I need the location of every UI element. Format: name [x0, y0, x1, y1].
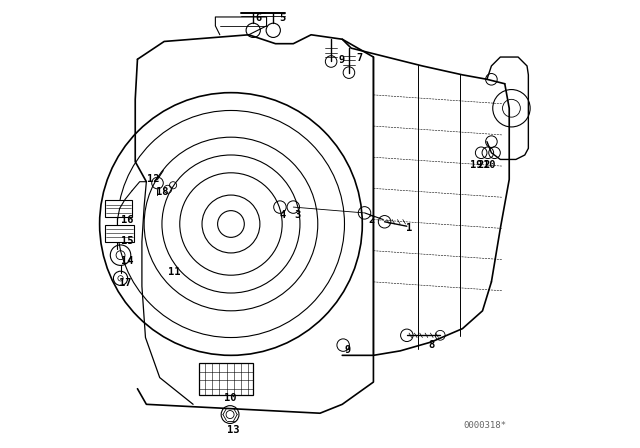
Text: 15: 15: [122, 236, 134, 246]
Text: 16: 16: [122, 215, 134, 225]
Text: 5: 5: [279, 13, 285, 23]
Text: 10: 10: [224, 392, 236, 403]
Text: 3: 3: [294, 210, 301, 220]
Text: 17: 17: [119, 278, 131, 288]
Text: 20: 20: [484, 160, 497, 170]
Text: 8: 8: [428, 340, 435, 350]
Text: 6: 6: [255, 13, 262, 23]
Text: 9: 9: [344, 345, 351, 354]
Text: 14: 14: [122, 255, 134, 266]
Text: 13: 13: [227, 425, 239, 435]
FancyBboxPatch shape: [106, 200, 132, 217]
Text: 7: 7: [356, 53, 362, 63]
Text: 0000318*: 0000318*: [463, 421, 506, 430]
Text: 19: 19: [470, 160, 483, 170]
Text: 1: 1: [406, 224, 412, 233]
Text: 18: 18: [156, 187, 168, 197]
Text: 4: 4: [279, 210, 285, 220]
Text: 9: 9: [339, 55, 344, 65]
Text: 2: 2: [368, 215, 374, 224]
FancyBboxPatch shape: [106, 225, 134, 242]
Text: 12: 12: [147, 174, 159, 185]
Text: 21: 21: [477, 160, 490, 170]
FancyBboxPatch shape: [199, 363, 253, 396]
Text: 11: 11: [168, 267, 180, 277]
